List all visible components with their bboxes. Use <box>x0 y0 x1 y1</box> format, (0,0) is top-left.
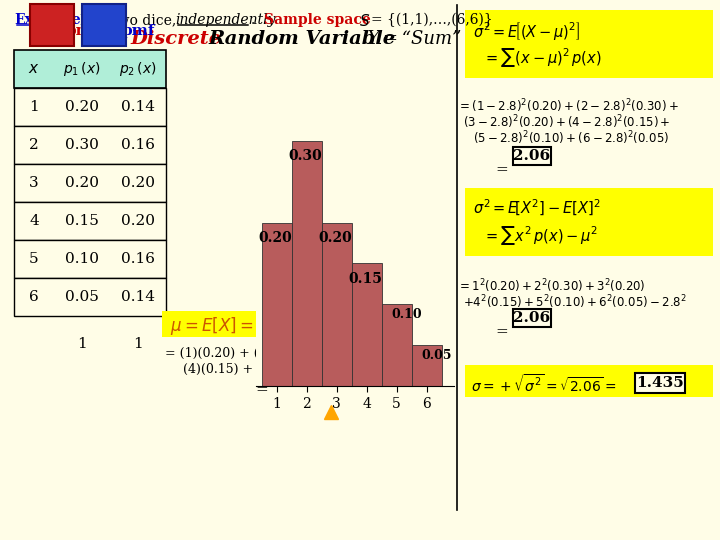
Text: 0.15: 0.15 <box>65 214 99 228</box>
Text: 0.10: 0.10 <box>392 308 423 321</box>
Text: Roll two dice,: Roll two dice, <box>80 13 181 27</box>
Text: 1: 1 <box>133 337 143 351</box>
Text: $= \sum(x-\mu)^2\,p(x)$: $= \sum(x-\mu)^2\,p(x)$ <box>483 46 602 69</box>
Bar <box>273 367 305 385</box>
Text: 0.14: 0.14 <box>121 100 155 114</box>
Bar <box>82 4 126 46</box>
Text: Sample space: Sample space <box>264 13 371 27</box>
Bar <box>14 240 166 278</box>
Text: $+4^2(0.15)+5^2(0.10)+6^2(0.05)-2.8^2$: $+4^2(0.15)+5^2(0.10)+6^2(0.05)-2.8^2$ <box>463 293 687 310</box>
Text: $\sigma^2 = E\!\left[(X-\mu)^2\right]$: $\sigma^2 = E\!\left[(X-\mu)^2\right]$ <box>473 20 580 42</box>
Text: $p_1\,(x)$: $p_1\,(x)$ <box>63 60 101 78</box>
Text: 0.16: 0.16 <box>121 138 155 152</box>
Text: 0.30: 0.30 <box>65 138 99 152</box>
Text: $x$: $x$ <box>28 62 40 76</box>
Text: 0.20: 0.20 <box>121 176 155 190</box>
Text: 0.10: 0.10 <box>65 252 99 266</box>
Text: 6: 6 <box>29 290 39 304</box>
Text: pmf: pmf <box>66 24 99 38</box>
Bar <box>513 147 551 165</box>
Bar <box>292 141 322 386</box>
Text: ⚆: ⚆ <box>91 11 117 39</box>
Text: 0.05: 0.05 <box>65 290 99 304</box>
Text: 0.16: 0.16 <box>121 252 155 266</box>
Text: $=1^2(0.20)+2^2(0.30)+3^2(0.20)$: $=1^2(0.20)+2^2(0.30)+3^2(0.20)$ <box>457 277 646 295</box>
Text: 0.20: 0.20 <box>318 231 352 245</box>
Text: pmf: pmf <box>121 24 155 38</box>
Bar <box>465 10 713 78</box>
Text: ⚅: ⚅ <box>40 11 64 39</box>
Text: 4: 4 <box>29 214 39 228</box>
Bar <box>14 50 166 88</box>
Text: Example:: Example: <box>14 13 86 27</box>
Bar <box>412 345 441 386</box>
Bar <box>162 311 377 337</box>
Text: 1: 1 <box>29 100 39 114</box>
Text: $p_2\,(x)$: $p_2\,(x)$ <box>120 60 157 78</box>
Text: Random Variable: Random Variable <box>208 30 395 48</box>
Text: $\sigma = +\sqrt{\sigma^2} = \sqrt{2.06} =$: $\sigma = +\sqrt{\sigma^2} = \sqrt{2.06}… <box>471 373 616 395</box>
Text: 0.05: 0.05 <box>422 349 452 362</box>
Bar <box>465 365 713 397</box>
Bar <box>513 309 551 327</box>
Text: 2: 2 <box>29 138 39 152</box>
Text: 2.8: 2.8 <box>276 369 302 383</box>
Bar <box>465 188 713 256</box>
Text: $= \sum x^2\,p(x) - \mu^2$: $= \sum x^2\,p(x) - \mu^2$ <box>483 224 598 247</box>
Text: (4)(0.15) + (5)(0.10) + (6)(0.05): (4)(0.15) + (5)(0.10) + (6)(0.05) <box>183 363 387 376</box>
Bar <box>261 222 292 386</box>
Bar <box>14 202 166 240</box>
Text: 1: 1 <box>77 337 87 351</box>
Text: =: = <box>495 163 508 177</box>
Text: 0.20: 0.20 <box>121 214 155 228</box>
Text: Y = “Sum”: Y = “Sum” <box>356 30 462 48</box>
Text: Discrete: Discrete <box>130 30 221 48</box>
Bar <box>351 264 382 386</box>
Text: 1.435: 1.435 <box>636 376 684 390</box>
Text: = (1)(0.20) + (2)(0.30) + (3)(0.20) +: = (1)(0.20) + (2)(0.30) + (3)(0.20) + <box>165 347 398 360</box>
Text: 2.06: 2.06 <box>513 311 551 325</box>
Text: $=(1-2.8)^2(0.20)+(2-2.8)^2(0.30)+$: $=(1-2.8)^2(0.20)+(2-2.8)^2(0.30)+$ <box>457 97 679 114</box>
Text: 5: 5 <box>30 252 39 266</box>
Bar <box>14 88 166 126</box>
Text: $(5-2.8)^2(0.10)+(6-2.8)^2(0.05)$: $(5-2.8)^2(0.10)+(6-2.8)^2(0.05)$ <box>473 129 670 146</box>
Bar <box>382 305 412 386</box>
Bar <box>14 126 166 164</box>
Bar <box>322 222 351 386</box>
Text: independently: independently <box>175 13 276 27</box>
Text: $S$: $S$ <box>359 13 370 29</box>
Bar <box>14 164 166 202</box>
Text: .: . <box>251 13 273 27</box>
Bar <box>14 278 166 316</box>
Text: 3: 3 <box>30 176 39 190</box>
Text: $(3-2.8)^2(0.20)+(4-2.8)^2(0.15)+$: $(3-2.8)^2(0.20)+(4-2.8)^2(0.15)+$ <box>463 113 670 131</box>
Text: 0.20: 0.20 <box>65 176 99 190</box>
Text: = {(1,1),…,(6,6)}: = {(1,1),…,(6,6)} <box>371 13 492 27</box>
Text: 0.20: 0.20 <box>258 231 292 245</box>
Text: 2.06: 2.06 <box>513 149 551 163</box>
Text: $\sigma^2 = E\!\left[X^2\right]-E[X]^2$: $\sigma^2 = E\!\left[X^2\right]-E[X]^2$ <box>473 198 600 218</box>
Text: 0.15: 0.15 <box>348 272 382 286</box>
Bar <box>635 373 685 393</box>
Text: $\mu = E[X] = \sum x\;p(x)$: $\mu = E[X] = \sum x\;p(x)$ <box>170 312 320 336</box>
Bar <box>30 4 74 46</box>
Text: =: = <box>495 325 508 339</box>
Text: 0.20: 0.20 <box>65 100 99 114</box>
Text: 0.14: 0.14 <box>121 290 155 304</box>
Text: =: = <box>255 383 268 397</box>
Text: 0.30: 0.30 <box>288 149 322 163</box>
